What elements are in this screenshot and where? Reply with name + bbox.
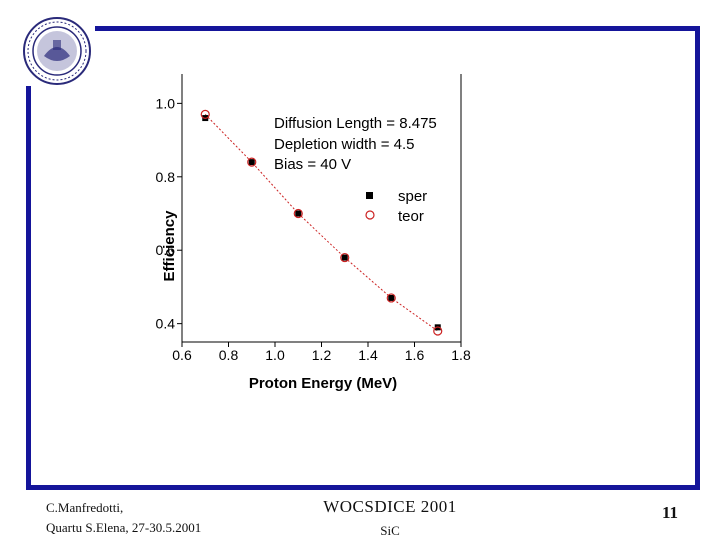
y-tick-label: 0.8 <box>156 169 176 185</box>
page-number: 11 <box>661 503 679 522</box>
slide-frame-bottom <box>26 485 700 490</box>
footer-author: C.Manfredotti, <box>46 500 124 515</box>
annotation-diffusion-length: Diffusion Length = 8.475 <box>274 115 437 132</box>
teor-point <box>433 326 443 336</box>
legend-label-teor: teor <box>398 208 424 225</box>
teor-point <box>200 109 210 119</box>
footer-author-block: C.Manfredotti, Quartu S.Elena, 27-30.5.2… <box>46 498 201 538</box>
university-seal-icon <box>23 17 91 85</box>
y-axis-ticks: 0.4 0.6 0.8 1.0 <box>156 95 182 332</box>
teor-point <box>386 293 396 303</box>
x-tick-label: 1.6 <box>405 347 425 363</box>
annotation-depletion-width: Depletion width = 4.5 <box>274 136 415 153</box>
legend: sper teor <box>365 188 427 225</box>
x-axis-label: Proton Energy (MeV) <box>249 375 397 392</box>
x-tick-label: 1.0 <box>265 347 285 363</box>
annotation-bias: Bias = 40 V <box>274 156 351 173</box>
y-tick-label: 0.4 <box>156 316 176 332</box>
footer-venue: Quartu S.Elena, 27-30.5.2001 <box>46 520 202 535</box>
slide-frame-left <box>26 86 31 490</box>
y-tick-label: 0.6 <box>156 242 176 258</box>
data-series <box>200 109 443 336</box>
legend-marker-teor <box>365 210 375 220</box>
slide-frame-right <box>695 26 700 490</box>
slide-frame-top <box>95 26 700 31</box>
sper-point <box>388 294 395 301</box>
sper-point <box>341 254 348 261</box>
legend-marker-sper <box>366 192 373 199</box>
x-axis-ticks: 0.6 0.8 1.0 1.2 1.4 1.6 1.8 <box>172 342 471 363</box>
y-tick-label: 1.0 <box>156 95 176 111</box>
y-axis-label: Efficiency <box>161 210 178 282</box>
legend-label-sper: sper <box>398 188 427 205</box>
x-tick-label: 0.6 <box>172 347 192 363</box>
footer-subtitle: SiC <box>380 523 400 538</box>
x-tick-label: 1.2 <box>312 347 332 363</box>
x-tick-label: 1.4 <box>358 347 378 363</box>
teor-point <box>340 252 350 263</box>
footer-center-block: WOCSDICE 2001 SiC <box>300 497 480 539</box>
sper-point <box>248 159 255 166</box>
x-tick-label: 0.8 <box>219 347 239 363</box>
teor-point <box>293 208 303 219</box>
x-tick-label: 1.8 <box>451 347 471 363</box>
fit-annotation: Diffusion Length = 8.475 Depletion width… <box>274 115 437 173</box>
footer-title: WOCSDICE 2001 <box>323 497 457 516</box>
teor-point <box>247 157 257 167</box>
sper-point <box>295 210 302 217</box>
